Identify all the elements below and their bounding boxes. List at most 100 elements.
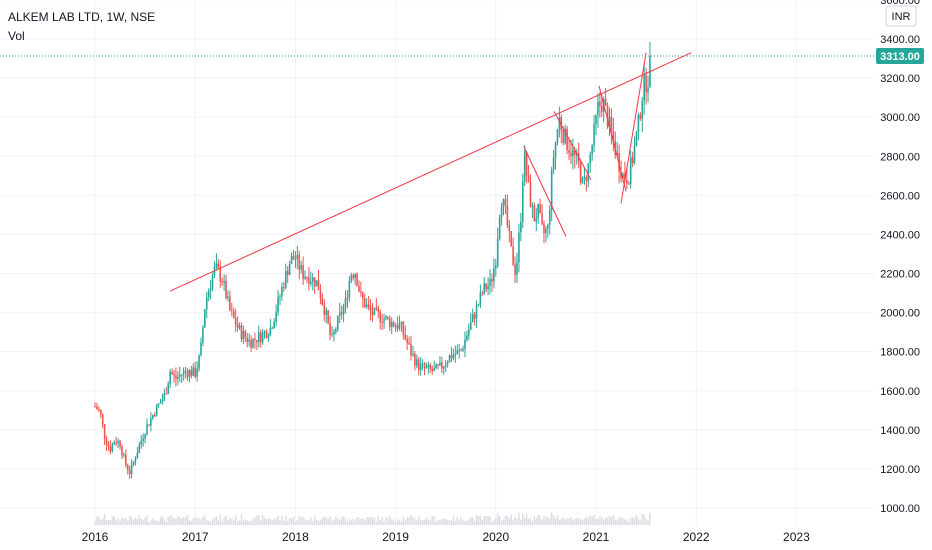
trendline[interactable] bbox=[169, 52, 692, 292]
candle bbox=[493, 258, 495, 289]
volume-bar bbox=[414, 518, 416, 525]
price-tick-label: 3200.00 bbox=[880, 73, 920, 85]
volume-bar bbox=[152, 518, 154, 525]
candle bbox=[157, 402, 160, 408]
candle bbox=[572, 138, 574, 170]
candle bbox=[545, 225, 547, 243]
volume-bar bbox=[111, 516, 114, 525]
candle bbox=[227, 290, 229, 302]
candle bbox=[583, 168, 586, 185]
candle bbox=[244, 329, 247, 342]
volume-bar bbox=[98, 517, 100, 525]
volume-bar bbox=[190, 521, 193, 525]
volume-bar bbox=[435, 521, 437, 525]
volume-bar bbox=[560, 518, 563, 525]
candle bbox=[238, 322, 241, 330]
trendline[interactable] bbox=[598, 85, 627, 192]
volume-bar bbox=[647, 520, 649, 525]
candle bbox=[150, 412, 152, 432]
candle bbox=[442, 365, 445, 375]
volume-bar bbox=[383, 520, 385, 525]
candle bbox=[234, 308, 237, 332]
candle bbox=[550, 166, 553, 222]
volume-bar bbox=[554, 518, 557, 525]
candle bbox=[107, 441, 110, 451]
volume-bar bbox=[300, 516, 302, 525]
volume-bar bbox=[123, 518, 125, 525]
volume-bar bbox=[242, 520, 245, 525]
volume-bar bbox=[452, 515, 455, 525]
volume-bar bbox=[416, 520, 418, 525]
volume-bar bbox=[119, 520, 121, 525]
volume-bar bbox=[310, 517, 312, 525]
volume-bar bbox=[130, 516, 133, 525]
candle bbox=[495, 259, 497, 277]
volume-bar bbox=[570, 516, 572, 525]
candle bbox=[348, 276, 351, 302]
candle bbox=[300, 260, 302, 274]
volume-bar bbox=[337, 518, 339, 525]
volume-bar bbox=[321, 518, 324, 525]
candle bbox=[132, 461, 135, 467]
price-axis[interactable]: 3600.00 3400.00 3200.00 3000.00 2800.00 2600.… bbox=[880, 0, 920, 515]
candle bbox=[452, 348, 455, 361]
price-tick-label: 1000.00 bbox=[880, 503, 920, 515]
trendline[interactable] bbox=[620, 52, 647, 204]
candle bbox=[217, 259, 220, 270]
candle bbox=[180, 373, 183, 383]
trendline[interactable] bbox=[523, 146, 567, 237]
candle bbox=[277, 290, 279, 316]
candle bbox=[547, 223, 549, 238]
candle bbox=[204, 308, 206, 328]
candle bbox=[543, 220, 545, 244]
candle bbox=[481, 290, 484, 296]
candle bbox=[400, 321, 403, 332]
volume-bar bbox=[319, 520, 322, 525]
candle bbox=[319, 284, 322, 305]
volume-bar bbox=[209, 521, 212, 525]
candle bbox=[205, 291, 208, 319]
volume-bar bbox=[304, 519, 306, 525]
candle bbox=[159, 398, 162, 404]
volume-bar bbox=[113, 516, 115, 525]
candle bbox=[331, 325, 333, 338]
currency-badge[interactable]: INR bbox=[885, 5, 917, 27]
volume-bar bbox=[387, 518, 389, 525]
candle bbox=[414, 351, 416, 371]
candle bbox=[406, 335, 408, 350]
volume-bar bbox=[564, 519, 566, 525]
candle bbox=[460, 348, 462, 352]
candle bbox=[265, 329, 268, 339]
candle bbox=[240, 322, 243, 343]
volume-bar bbox=[587, 517, 589, 525]
volume-bar bbox=[211, 519, 214, 525]
candle bbox=[402, 320, 405, 340]
candle bbox=[604, 88, 607, 107]
candle bbox=[616, 141, 618, 157]
candle bbox=[186, 368, 189, 381]
trendline[interactable] bbox=[553, 111, 592, 180]
volume-bar bbox=[545, 517, 547, 525]
volume-bar bbox=[175, 519, 177, 525]
volume-bar bbox=[356, 516, 358, 525]
candle bbox=[242, 325, 245, 344]
candle bbox=[471, 308, 474, 323]
candle bbox=[431, 365, 434, 375]
candle bbox=[398, 315, 401, 331]
price-tick-label: 2400.00 bbox=[880, 229, 920, 241]
volume-bar bbox=[231, 518, 233, 525]
time-axis[interactable]: 2016 2017 2018 2019 2020 2021 2022 2023 bbox=[82, 530, 810, 544]
candle bbox=[570, 139, 572, 165]
volume-bar bbox=[265, 519, 268, 525]
volume-bar bbox=[504, 515, 507, 525]
candle bbox=[527, 164, 530, 183]
volume-indicator-label[interactable]: Vol bbox=[8, 29, 25, 43]
volume-bar bbox=[256, 515, 258, 525]
candle bbox=[487, 277, 489, 296]
volume-bar bbox=[418, 516, 420, 525]
volume-bar bbox=[533, 515, 536, 525]
chart-legend: ALKEM LAB LTD, 1W, NSE Vol bbox=[8, 8, 155, 46]
volume-bar bbox=[248, 521, 250, 525]
symbol-title[interactable]: ALKEM LAB LTD, 1W, NSE bbox=[8, 10, 156, 24]
